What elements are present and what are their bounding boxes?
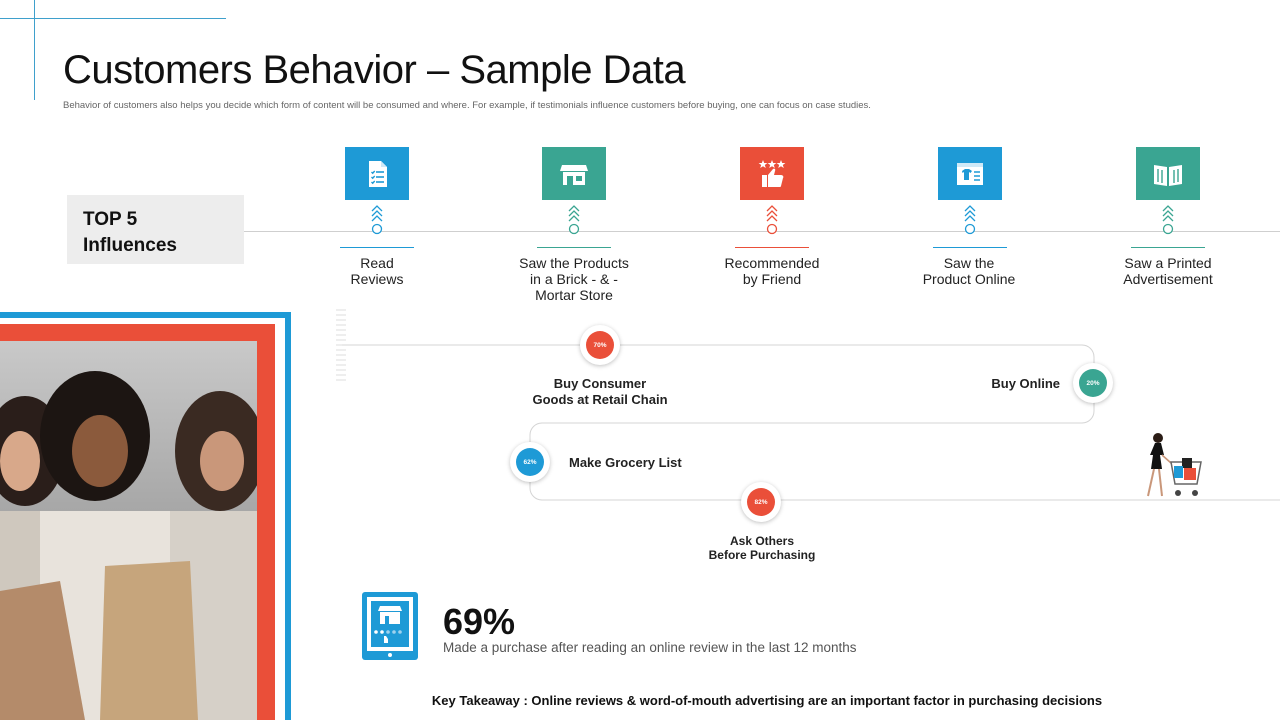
influence-label-line: Saw the Products [519, 255, 629, 271]
progress-ring-70: 70% [580, 325, 620, 365]
page-title: Customers Behavior – Sample Data [63, 48, 686, 92]
corner-line-horizontal [0, 18, 226, 19]
chevron-up-icon [371, 205, 383, 235]
step-label-line: Before Purchasing [708, 548, 816, 562]
step-label-buy-online: Buy Online [970, 376, 1060, 392]
document-checklist-icon [345, 147, 409, 200]
step-label-ask-others: Ask Others Before Purchasing [692, 534, 832, 562]
influence-label-line: Advertisement [1123, 271, 1213, 287]
top5-line2: Influences [83, 235, 177, 256]
page-subtitle: Behavior of customers also helps you dec… [63, 100, 871, 111]
influence-label-line: Reviews [350, 271, 404, 287]
influence-label-line: Saw a Printed [1124, 255, 1212, 271]
influence-label-line: Mortar Store [535, 287, 613, 303]
influence-label-brick-mortar: Saw the Products in a Brick - & - Mortar S… [499, 255, 649, 303]
shoppers-photo [0, 341, 257, 720]
progress-ring-82: 82% [741, 482, 781, 522]
chevron-up-icon [568, 205, 580, 235]
influence-label-line: in a Brick - & - [530, 271, 618, 287]
influence-label-recommended: Recommended by Friend [697, 255, 847, 287]
influence-label-line: Product Online [922, 271, 1016, 287]
chevron-up-icon [964, 205, 976, 235]
open-book-icon [1136, 147, 1200, 200]
stat-description: Made a purchase after reading an online … [443, 640, 857, 655]
step-label-line: Goods at Retail Chain [532, 392, 668, 407]
progress-ring-62: 62% [510, 442, 550, 482]
chevron-up-icon [766, 205, 778, 235]
top5-line1: TOP 5 [83, 209, 138, 230]
progress-ring-20: 20% [1073, 363, 1113, 403]
influence-label-printed-ad: Saw a Printed Advertisement [1093, 255, 1243, 287]
step-label-line: Make Grocery List [569, 455, 682, 470]
influence-label-read-reviews: Read Reviews [302, 255, 452, 287]
browser-shirt-icon [938, 147, 1002, 200]
label-underline [735, 247, 809, 248]
ring-percent: 70% [586, 331, 614, 359]
shopper-cart-icon [1147, 433, 1202, 497]
step-label-line: Ask Others [729, 534, 795, 548]
thumbs-up-stars-icon [740, 147, 804, 200]
ring-percent: 62% [516, 448, 544, 476]
chevron-up-icon [1162, 205, 1174, 235]
influence-label-line: Saw the [943, 255, 995, 271]
influences-divider [244, 231, 1280, 232]
key-takeaway: Key Takeaway : Online reviews & word-of-… [431, 693, 1103, 708]
influence-label-line: Read [360, 255, 394, 271]
label-underline [933, 247, 1007, 248]
stat-value: 69% [443, 601, 516, 642]
label-underline [1131, 247, 1205, 248]
step-label-line: Buy Online [991, 376, 1060, 391]
influence-label-line: Recommended [724, 255, 820, 271]
tablet-review-icon [362, 592, 418, 660]
label-underline [340, 247, 414, 248]
journey-path [336, 309, 1280, 501]
influence-label-online: Saw the Product Online [894, 255, 1044, 287]
corner-line-vertical [34, 0, 35, 100]
step-label-retail-chain: Buy Consumer Goods at Retail Chain [520, 376, 680, 408]
ring-percent: 20% [1079, 369, 1107, 397]
step-label-line: Buy Consumer [553, 376, 647, 391]
step-label-grocery-list: Make Grocery List [569, 455, 682, 471]
influence-label-line: by Friend [742, 271, 802, 287]
ring-percent: 82% [747, 488, 775, 516]
top5-label-box: TOP 5 Influences [67, 195, 244, 264]
storefront-icon [542, 147, 606, 200]
label-underline [537, 247, 611, 248]
